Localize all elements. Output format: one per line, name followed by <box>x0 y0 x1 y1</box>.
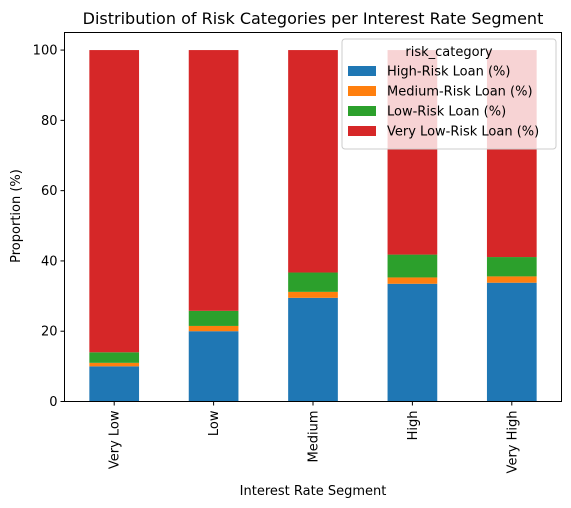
bar-segment <box>288 297 338 402</box>
legend-label: Low-Risk Loan (%) <box>387 105 506 120</box>
bar-segment <box>188 325 239 332</box>
legend-swatch <box>348 66 376 76</box>
x-tick-label: Medium <box>307 411 322 463</box>
y-axis-title: Proportion (%) <box>9 169 24 263</box>
legend: risk_category High-Risk Loan (%) Medium-R… <box>341 38 557 150</box>
x-ticks: Very Low Low Medium High Very High <box>108 401 520 474</box>
x-tick-label: Low <box>207 410 222 436</box>
legend-frame <box>341 38 557 150</box>
y-ticks: 0 20 40 60 80 100 <box>33 44 65 410</box>
y-tick-label: 40 <box>41 254 58 269</box>
bar-segment <box>89 366 140 402</box>
bar-segment <box>89 50 140 353</box>
legend-swatch <box>348 86 376 96</box>
bar-segment <box>486 276 537 283</box>
bar-segment <box>486 282 537 402</box>
bar-segment <box>486 257 537 277</box>
legend-label: High-Risk Loan (%) <box>387 65 510 80</box>
x-tick-label: High <box>406 411 421 441</box>
y-tick-label: 0 <box>49 395 57 410</box>
legend-title: risk_category <box>405 45 493 60</box>
y-tick-label: 20 <box>41 325 58 340</box>
chart-title: Distribution of Risk Categories per Inte… <box>83 9 544 28</box>
x-tick-label: Very High <box>505 411 520 474</box>
y-tick-label: 60 <box>41 184 58 199</box>
x-tick-label: Very Low <box>108 410 123 469</box>
bar-segment <box>188 310 239 326</box>
legend-label: Medium-Risk Loan (%) <box>387 85 533 100</box>
legend-swatch <box>348 106 376 116</box>
legend-swatch <box>348 126 376 136</box>
bar-segment <box>387 283 438 402</box>
bar-segment <box>188 331 239 402</box>
bar-segment <box>288 50 338 273</box>
y-tick-label: 100 <box>33 44 58 59</box>
bar-segment <box>89 362 140 367</box>
bar-segment <box>188 50 239 311</box>
bar-segment <box>288 291 338 298</box>
bar-segment <box>387 277 438 284</box>
bar-segment <box>387 254 438 278</box>
y-tick-label: 80 <box>41 114 58 129</box>
legend-label: Very Low-Risk Loan (%) <box>387 125 539 140</box>
x-axis-title: Interest Rate Segment <box>240 484 387 499</box>
bar-segment <box>89 352 140 363</box>
bar-segment <box>288 272 338 292</box>
